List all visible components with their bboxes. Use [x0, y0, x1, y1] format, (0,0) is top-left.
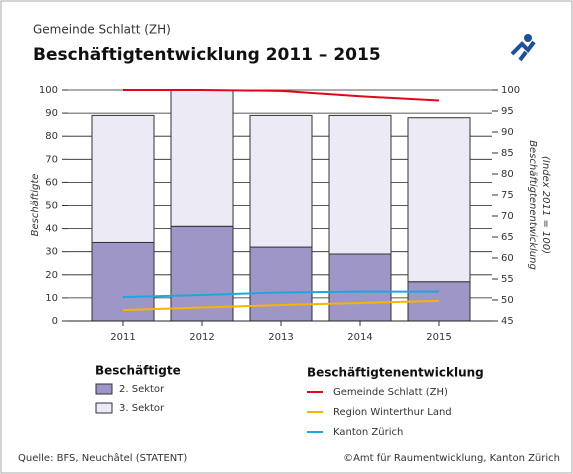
- bar: [249, 246, 313, 322]
- x-tick-label: 2011: [110, 332, 135, 343]
- legend-title: Beschäftigte: [95, 364, 181, 378]
- y-tick-label: 20: [45, 270, 58, 281]
- y2-tick-label: 95: [501, 106, 514, 117]
- x-tick-label: 2013: [268, 332, 293, 343]
- y-tick-label: 90: [45, 108, 58, 119]
- y-tick-label: 0: [52, 316, 58, 327]
- legend-label: Gemeinde Schlatt (ZH): [333, 387, 448, 398]
- bar: [249, 114, 313, 248]
- credit: ©Amt für Raumentwicklung, Kanton Zürich: [343, 453, 560, 464]
- y-tick-label: 100: [39, 85, 58, 96]
- y2-tick-label: 65: [501, 232, 514, 243]
- y2-tick-label: 55: [501, 274, 514, 285]
- source: Quelle: BFS, Neuchâtel (STATENT): [18, 452, 187, 464]
- y-tick-label: 10: [45, 293, 58, 304]
- y-tick-label: 40: [45, 224, 58, 235]
- bar: [91, 241, 155, 322]
- bar: [328, 114, 392, 255]
- y2-tick-label: 100: [501, 85, 520, 96]
- x-tick-label: 2015: [426, 332, 451, 343]
- y-tick-label: 50: [45, 201, 58, 212]
- line: [122, 290, 439, 299]
- y-tick-label: 70: [45, 154, 58, 165]
- logo: [510, 34, 536, 62]
- y-axis-label: Beschäftigte: [30, 174, 41, 237]
- bar: [170, 225, 234, 322]
- y2-tick-label: 70: [501, 211, 514, 222]
- legend-label: Kanton Zürich: [333, 427, 403, 438]
- line: [122, 299, 440, 312]
- bar: [407, 117, 471, 283]
- y2-tick-label: 80: [501, 169, 514, 180]
- legend-label: Region Winterthur Land: [333, 407, 452, 418]
- y2-axis-label: Beschäftigtenentwicklung: [527, 140, 538, 270]
- y2-tick-label: 50: [501, 295, 514, 306]
- line: [123, 89, 440, 102]
- x-tick-label: 2014: [347, 332, 372, 343]
- y2-tick-label: 45: [501, 316, 514, 327]
- bar: [170, 89, 234, 227]
- legend-swatch: [95, 402, 113, 414]
- legend-label: 2. Sektor: [119, 384, 165, 395]
- y2-tick-label: 90: [501, 127, 514, 138]
- y2-tick-label: 85: [501, 148, 514, 159]
- bar: [91, 114, 155, 243]
- legend-label: 3. Sektor: [119, 403, 165, 414]
- y-tick-label: 30: [45, 247, 58, 258]
- y2-tick-label: 60: [501, 253, 514, 264]
- y2-axis-label: (Index 2011 = 100): [540, 156, 551, 254]
- chart-subtitle: Gemeinde Schlatt (ZH): [33, 23, 171, 37]
- legend-swatch: [95, 383, 113, 395]
- y-tick-label: 60: [45, 177, 58, 188]
- legend-title: Beschäftigtenentwicklung: [307, 366, 484, 380]
- chart-title: Beschäftigtentwicklung 2011 – 2015: [33, 45, 381, 65]
- y2-tick-label: 75: [501, 190, 514, 201]
- y-tick-label: 80: [45, 131, 58, 142]
- x-tick-label: 2012: [189, 332, 214, 343]
- bar: [328, 253, 392, 322]
